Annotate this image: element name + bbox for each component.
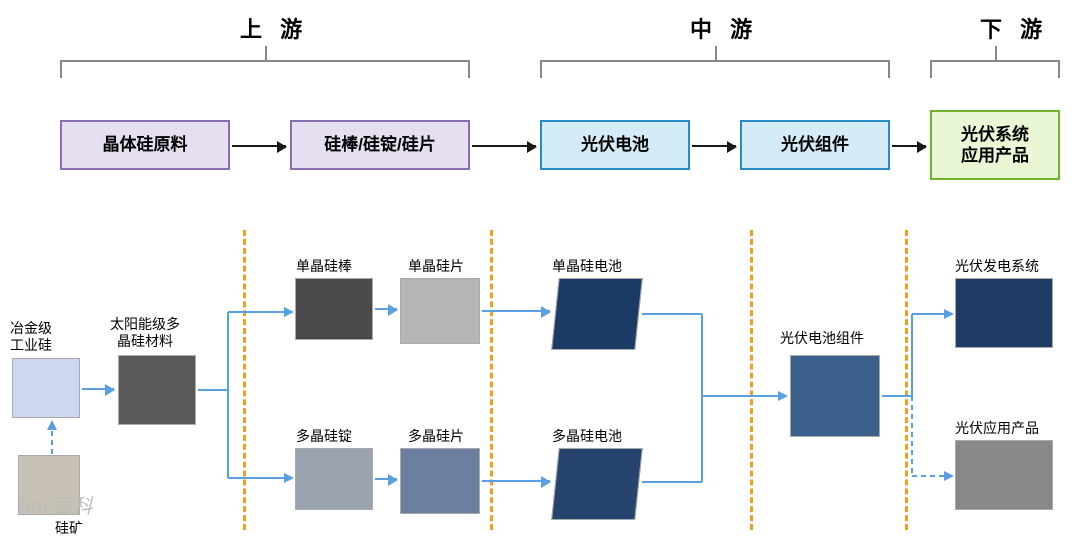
bracket-downstream <box>930 60 1060 76</box>
section-title-upstream: 上 游 <box>240 12 308 44</box>
img-mono-rod <box>295 278 373 340</box>
stage-arrow-1 <box>232 145 286 147</box>
img-solar-grade-si <box>118 355 196 425</box>
arrow-monorod-to-monowafer <box>375 308 397 310</box>
section-title-midstream: 中 游 <box>690 12 758 44</box>
label-pv-module: 光伏电池组件 <box>780 330 864 347</box>
label-mono-rod: 单晶硅棒 <box>296 258 352 275</box>
img-poly-ingot <box>295 448 373 510</box>
arrow-monowafer-to-monocell <box>482 310 550 312</box>
split-module-to-outputs <box>882 300 954 490</box>
vdash-2 <box>490 230 493 530</box>
label-poly-cell: 多晶硅电池 <box>552 428 622 445</box>
label-pv-product: 光伏应用产品 <box>955 420 1039 437</box>
label-pv-system: 光伏发电系统 <box>955 258 1039 275</box>
img-metallurgical-si <box>12 358 80 418</box>
label-poly-wafer: 多晶硅片 <box>408 428 464 445</box>
stage-arrow-4 <box>892 145 926 147</box>
watermark: Bai 百科 <box>18 490 92 519</box>
arrow-ore-to-met <box>46 420 58 454</box>
img-pv-module <box>790 355 880 437</box>
img-pv-system <box>955 278 1053 348</box>
stage-box-ingot: 硅棒/硅锭/硅片 <box>290 120 470 170</box>
bracket-upstream <box>60 60 470 76</box>
img-poly-wafer <box>400 448 480 514</box>
label-poly-ingot: 多晶硅锭 <box>296 428 352 445</box>
section-title-downstream: 下 游 <box>980 12 1048 44</box>
img-mono-cell <box>551 278 643 350</box>
img-pv-product <box>955 440 1053 510</box>
label-metallurgical-si: 冶金级 工业硅 <box>10 320 52 354</box>
stage-arrow-2 <box>472 145 536 147</box>
arrow-polyingot-to-polywafer <box>375 478 397 480</box>
stage-box-raw: 晶体硅原料 <box>60 120 230 170</box>
arrow-polywafer-to-polycell <box>482 480 550 482</box>
label-mono-wafer: 单晶硅片 <box>408 258 464 275</box>
label-solar-grade-si: 太阳能级多 晶硅材料 <box>110 316 180 350</box>
bracket-midstream <box>540 60 890 76</box>
stage-box-system: 光伏系统 应用产品 <box>930 110 1060 180</box>
split-solar-to-rods <box>198 300 294 490</box>
label-si-ore: 硅矿 <box>55 520 83 537</box>
stage-arrow-3 <box>692 145 736 147</box>
stage-box-module: 光伏组件 <box>740 120 890 170</box>
arrow-met-to-solar <box>82 388 114 390</box>
img-poly-cell <box>551 448 643 520</box>
img-mono-wafer <box>400 278 480 344</box>
merge-cells-to-module <box>642 300 788 490</box>
stage-box-cell: 光伏电池 <box>540 120 690 170</box>
label-mono-cell: 单晶硅电池 <box>552 258 622 275</box>
